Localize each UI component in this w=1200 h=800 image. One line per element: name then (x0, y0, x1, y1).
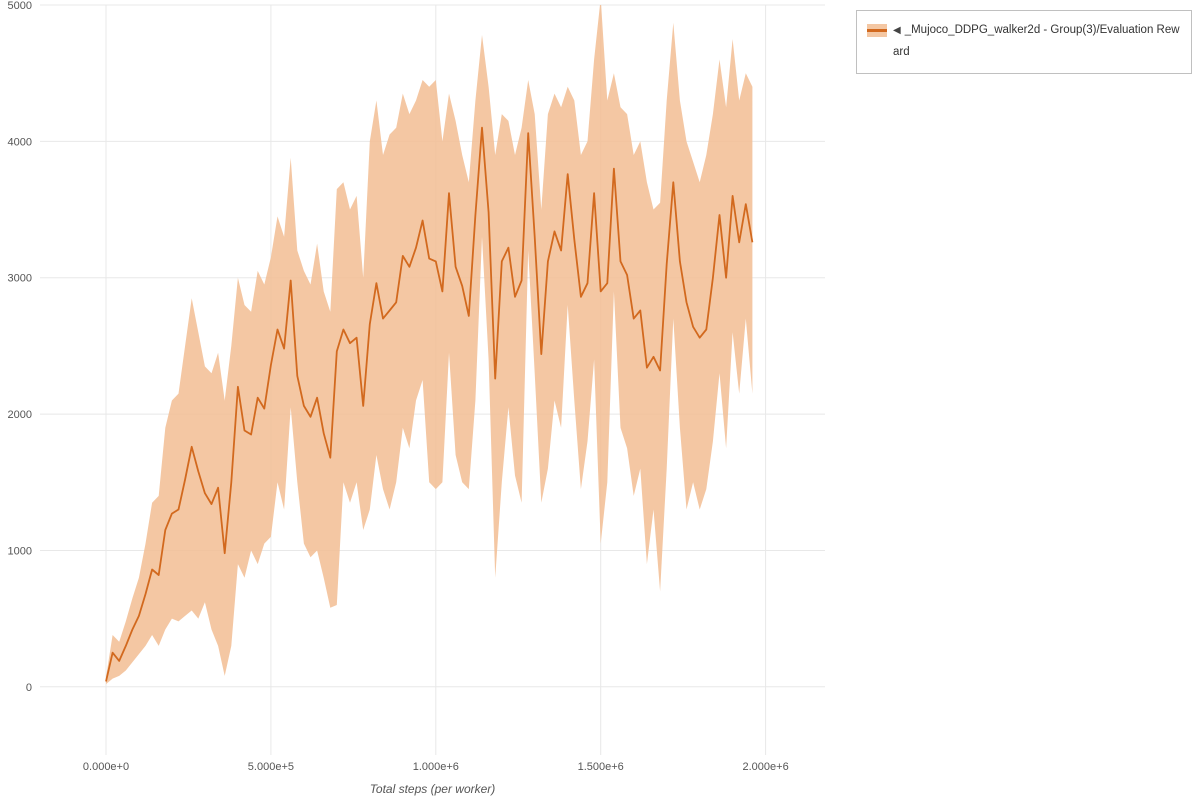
legend-label: _Mujoco_DDPG_walker2d - Group(3)/Evaluat… (893, 24, 1180, 58)
series-swatch-icon (867, 24, 887, 37)
y-tick-label: 0 (26, 682, 32, 694)
x-tick-label: 5.000e+5 (248, 761, 294, 773)
x-tick-label: 2.000e+6 (743, 761, 789, 773)
x-tick-label: 0.000e+0 (83, 761, 129, 773)
legend-collapse-icon[interactable]: ◀ (893, 25, 901, 36)
legend-item[interactable]: ◀ _Mujoco_DDPG_walker2d - Group(3)/Evalua… (867, 20, 1181, 64)
y-tick-label: 2000 (8, 409, 32, 421)
x-axis-title: Total steps (per worker) (370, 782, 496, 796)
y-tick-label: 5000 (8, 0, 32, 12)
confidence-band (106, 5, 753, 685)
y-tick-label: 4000 (8, 136, 32, 148)
y-tick-label: 3000 (8, 273, 32, 285)
legend: ◀ _Mujoco_DDPG_walker2d - Group(3)/Evalua… (856, 10, 1192, 74)
x-tick-label: 1.000e+6 (413, 761, 459, 773)
x-tick-label: 1.500e+6 (578, 761, 624, 773)
y-tick-label: 1000 (8, 546, 32, 558)
evaluation-reward-line (105, 126, 754, 682)
